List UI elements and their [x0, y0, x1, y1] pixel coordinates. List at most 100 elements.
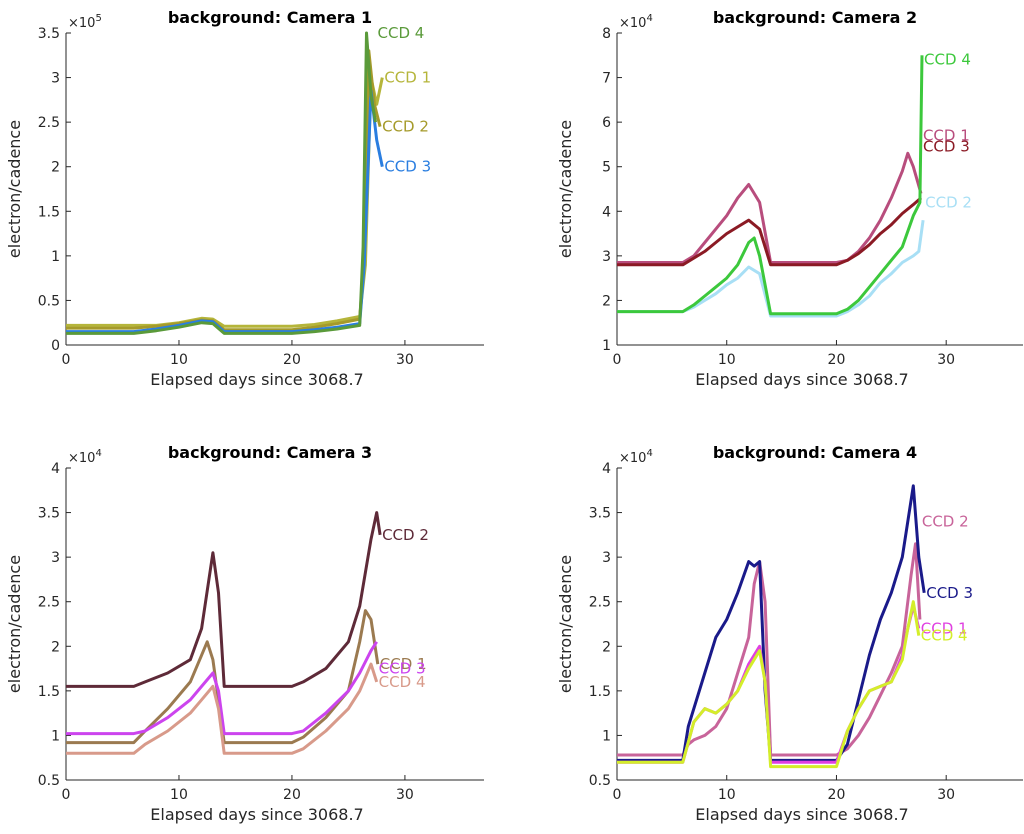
y-tick-label: 1 — [602, 728, 611, 744]
axis-exponent-base: ×10 — [619, 451, 646, 466]
chart-title: background: Camera 1 — [168, 8, 372, 27]
x-tick-label: 30 — [396, 352, 414, 368]
series-label: CCD 4 — [378, 24, 425, 42]
x-axis-label: Elapsed days since 3068.7 — [150, 805, 363, 824]
axis-exponent: ×104 — [619, 13, 653, 31]
y-tick-label: 6 — [602, 115, 611, 131]
axis-exponent: ×105 — [68, 13, 102, 31]
y-tick-label: 4 — [602, 461, 611, 477]
series-label: CCD 1 — [921, 619, 968, 637]
y-axis-label: electron/cadence — [556, 120, 575, 258]
series-line-ccd-2 — [66, 511, 382, 688]
y-tick-label: 2 — [602, 639, 611, 655]
chart-title: background: Camera 4 — [713, 443, 917, 462]
y-tick-label: 3 — [602, 550, 611, 566]
series-label: CCD 2 — [925, 193, 972, 211]
axis-exponent-power: 4 — [646, 448, 652, 459]
x-tick-label: 20 — [283, 352, 301, 368]
x-tick-label: 10 — [170, 352, 188, 368]
y-tick-label: 0.5 — [38, 293, 60, 309]
y-tick-label: 3 — [602, 249, 611, 265]
series-line-ccd-4 — [617, 600, 921, 769]
y-tick-label: 4 — [51, 461, 60, 477]
x-axis-label: Elapsed days since 3068.7 — [695, 370, 908, 389]
series-line-ccd-4 — [66, 662, 379, 755]
x-axis-label: Elapsed days since 3068.7 — [150, 370, 363, 389]
y-tick-label: 3.5 — [589, 506, 611, 522]
axis-exponent-power: 5 — [95, 13, 101, 24]
x-tick-label: 0 — [613, 352, 622, 368]
series-line-ccd-1 — [66, 76, 384, 328]
axis-exponent-power: 4 — [646, 13, 652, 24]
series-label: CCD 2 — [382, 526, 429, 544]
y-tick-label: 1 — [51, 728, 60, 744]
series-label: CCD 1 — [384, 69, 431, 87]
x-tick-label: 30 — [937, 787, 955, 803]
series-line-ccd-3 — [66, 640, 378, 736]
series-line-ccd-2 — [617, 219, 925, 318]
x-tick-label: 20 — [828, 787, 846, 803]
y-tick-label: 8 — [602, 26, 611, 42]
series-line-ccd-3 — [617, 196, 922, 267]
x-tick-label: 0 — [62, 352, 71, 368]
series-label: CCD 1 — [923, 127, 970, 145]
y-tick-label: 1.5 — [38, 684, 60, 700]
x-tick-label: 20 — [828, 352, 846, 368]
series-label: CCD 3 — [926, 584, 973, 602]
x-axis-label: Elapsed days since 3068.7 — [695, 805, 908, 824]
y-tick-label: 1 — [51, 249, 60, 265]
x-tick-label: 10 — [718, 787, 736, 803]
y-tick-label: 7 — [602, 71, 611, 87]
x-tick-label: 20 — [283, 787, 301, 803]
y-tick-label: 3 — [51, 71, 60, 87]
series-label: CCD 2 — [382, 118, 429, 136]
series-line-ccd-2 — [617, 542, 922, 757]
x-tick-label: 30 — [937, 352, 955, 368]
x-tick-label: 30 — [396, 787, 414, 803]
series-line-ccd-1 — [617, 151, 923, 264]
y-tick-label: 3.5 — [38, 26, 60, 42]
axis-exponent-base: ×10 — [68, 451, 95, 466]
series-line-ccd-2 — [66, 49, 382, 332]
y-tick-label: 2.5 — [38, 595, 60, 611]
x-tick-label: 0 — [62, 787, 71, 803]
x-tick-label: 10 — [170, 787, 188, 803]
series-label: CCD 4 — [921, 627, 968, 645]
y-axis-label: electron/cadence — [556, 555, 575, 693]
y-tick-label: 1.5 — [38, 204, 60, 220]
y-tick-label: 5 — [602, 160, 611, 176]
y-tick-label: 0 — [51, 338, 60, 354]
x-tick-label: 10 — [718, 352, 736, 368]
y-tick-label: 2 — [51, 160, 60, 176]
series-label: CCD 3 — [379, 660, 426, 678]
y-axis-label: electron/cadence — [5, 120, 24, 258]
y-tick-label: 2 — [602, 293, 611, 309]
axis-exponent-base: ×10 — [68, 16, 95, 31]
y-tick-label: 1 — [602, 338, 611, 354]
y-tick-label: 2 — [51, 639, 60, 655]
y-tick-label: 0.5 — [589, 773, 611, 789]
y-tick-label: 2.5 — [589, 595, 611, 611]
y-tick-label: 2.5 — [38, 115, 60, 131]
series-line-ccd-4 — [617, 55, 924, 316]
chart-title: background: Camera 2 — [713, 8, 917, 27]
y-tick-label: 3 — [51, 550, 60, 566]
series-label: CCD 2 — [922, 512, 969, 530]
axis-exponent-power: 4 — [95, 448, 101, 459]
series-line-ccd-3 — [66, 89, 384, 334]
axis-exponent: ×104 — [619, 448, 653, 466]
series-label: CCD 4 — [924, 51, 971, 69]
y-tick-label: 3.5 — [38, 506, 60, 522]
y-tick-label: 1.5 — [589, 684, 611, 700]
series-label: CCD 3 — [923, 138, 970, 156]
chart-panel-camera-1: background: Camera 1 ×105 0 10 20 30 0 0.5 1 1.5 2… — [5, 8, 484, 389]
axis-exponent-base: ×10 — [619, 16, 646, 31]
axis-exponent: ×104 — [68, 448, 102, 466]
y-axis-label: electron/cadence — [5, 555, 24, 693]
series-line-ccd-4 — [66, 31, 377, 335]
y-tick-label: 4 — [602, 204, 611, 220]
